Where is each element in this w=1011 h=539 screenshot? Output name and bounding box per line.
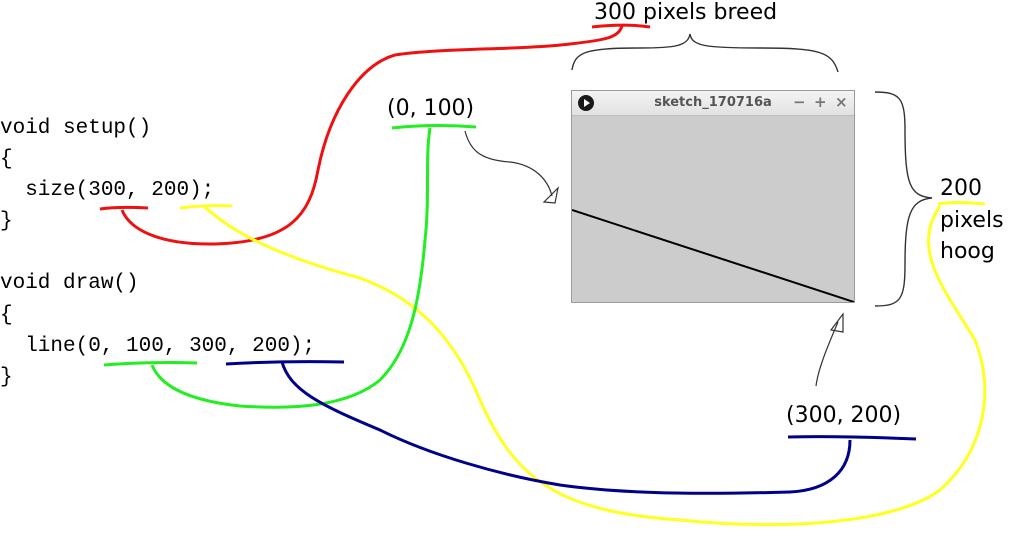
window-titlebar[interactable]: sketch_170716a − + × [572,91,854,116]
height-label-underline [937,201,986,206]
line-start-underline [103,361,198,367]
code-size-suffix: ); [189,179,215,202]
size-width-underline [99,205,149,211]
close-button[interactable]: × [835,93,848,111]
code-setup-close-brace: } [0,210,13,233]
start-connector [150,127,432,409]
end-arrowhead [829,312,844,333]
window-title: sketch_170716a [654,95,772,110]
drawn-line [571,209,855,303]
start-arrowhead [542,186,559,204]
height-brace [874,91,933,307]
code-line-prefix: line( [0,335,89,358]
code-draw-signature: void draw() [0,272,139,295]
sketch-canvas [571,116,855,303]
code-draw-open-brace: { [0,304,13,327]
height-number-label: 200 [940,176,982,201]
code-line-separator-1: , [100,335,127,358]
width-connector [120,25,624,246]
code-line-suffix: ); [289,335,316,358]
end-connector [280,361,852,495]
sketch-window: sketch_170716a − + × [571,90,855,303]
code-line-call: line(0, 100, 300, 200); [0,335,315,359]
start-label-underline [391,124,477,130]
code-line-x2: 300 [189,335,227,358]
sketch-canvas-drawing [571,209,855,303]
code-line-x1: 0 [88,335,101,358]
width-label: 300 pixels breed [594,0,778,25]
code-size-prefix: size( [0,179,89,202]
maximize-button[interactable]: + [814,93,827,111]
end-label-underline [787,435,917,441]
end-pointer [815,321,839,387]
size-height-underline [179,204,233,210]
code-size-call: size(300, 200); [0,179,214,203]
code-line-y1: 100 [126,335,164,358]
height-word-hoog: hoog [940,239,995,264]
code-line-separator-3: , [226,335,253,358]
code-size-height: 200 [151,179,190,202]
code-size-separator: , [126,179,152,202]
code-setup-signature: void setup() [0,117,152,140]
minimize-button[interactable]: − [793,93,806,111]
end-point-label: (300, 200) [786,403,902,428]
width-brace [571,33,839,73]
start-point-label: (0, 100) [387,96,475,121]
start-pointer [464,130,553,197]
height-word-pixels: pixels [940,208,1004,233]
line-end-underline [225,360,345,366]
code-line-separator-2: , [163,335,190,358]
code-line-y2: 200 [252,335,290,358]
code-draw-close-brace: } [0,366,13,389]
code-setup-open-brace: { [0,148,13,171]
code-size-width: 300 [88,179,127,202]
